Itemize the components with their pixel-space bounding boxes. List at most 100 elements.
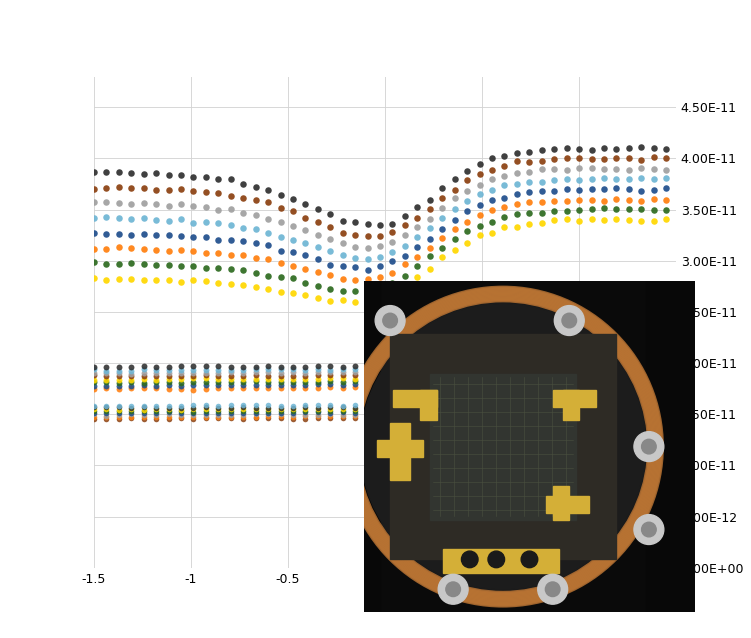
Point [150, 371, 162, 381]
Point [125, 243, 137, 253]
Point [336, 369, 348, 380]
Point [237, 365, 249, 375]
Point [275, 382, 287, 392]
Point [162, 275, 174, 285]
Point [573, 411, 585, 421]
Point [300, 365, 312, 375]
Point [101, 244, 113, 254]
Point [561, 184, 573, 195]
Point [162, 406, 174, 416]
Point [162, 230, 174, 241]
Point [586, 174, 598, 184]
Point [461, 197, 473, 207]
Point [336, 412, 348, 422]
Point [561, 370, 573, 380]
Point [336, 376, 348, 387]
Point [660, 373, 672, 383]
Point [162, 375, 174, 385]
Point [361, 296, 373, 306]
Point [486, 205, 498, 216]
Point [300, 380, 312, 390]
Point [648, 143, 660, 153]
Point [300, 250, 312, 260]
Point [336, 262, 348, 272]
Point [237, 223, 249, 234]
Point [573, 375, 585, 385]
Point [336, 402, 348, 412]
Point [535, 366, 547, 376]
Point [361, 219, 373, 229]
Point [275, 362, 287, 372]
Point [561, 363, 573, 373]
Point [312, 364, 324, 375]
Point [275, 408, 287, 419]
Point [312, 413, 324, 424]
Point [561, 174, 573, 184]
Point [511, 380, 523, 390]
Point [88, 184, 100, 194]
Point [660, 378, 672, 389]
Point [150, 404, 162, 414]
Point [448, 204, 460, 214]
Point [648, 382, 660, 392]
Point [175, 361, 187, 371]
Point [137, 402, 149, 412]
Point [249, 370, 261, 380]
Point [523, 379, 535, 389]
Point [150, 377, 162, 387]
Point [349, 408, 361, 418]
Point [175, 403, 187, 413]
Point [523, 381, 535, 391]
Point [162, 413, 174, 424]
Point [324, 360, 336, 371]
Point [150, 245, 162, 255]
Point [635, 163, 647, 173]
Point [113, 259, 125, 269]
Point [312, 367, 324, 377]
Point [150, 260, 162, 270]
Point [623, 405, 635, 415]
Point [586, 379, 598, 389]
Point [623, 174, 635, 184]
Point [561, 405, 573, 415]
Point [88, 364, 100, 375]
Point [486, 408, 498, 418]
Bar [562, 390, 579, 420]
Point [162, 371, 174, 382]
Point [249, 210, 261, 220]
Point [312, 407, 324, 417]
Point [648, 402, 660, 412]
Point [101, 412, 113, 422]
Point [511, 407, 523, 417]
Point [387, 369, 399, 380]
Point [300, 368, 312, 378]
Point [448, 407, 460, 417]
Point [249, 253, 261, 263]
Point [387, 361, 399, 371]
Point [349, 297, 361, 307]
Point [561, 403, 573, 413]
Point [137, 259, 149, 269]
Point [424, 413, 436, 423]
Point [374, 291, 386, 301]
Point [561, 402, 573, 412]
Point [499, 404, 511, 414]
Point [523, 400, 535, 410]
Point [213, 403, 225, 413]
Point [287, 234, 299, 244]
Point [573, 408, 585, 419]
Point [275, 232, 287, 242]
Point [101, 274, 113, 285]
Point [424, 376, 436, 386]
Point [225, 400, 237, 410]
Point [511, 411, 523, 421]
Point [374, 411, 386, 421]
Point [374, 373, 386, 383]
Point [399, 410, 411, 420]
Point [586, 403, 598, 413]
Point [262, 383, 274, 393]
Point [436, 411, 448, 421]
Point [412, 408, 424, 418]
Point [336, 383, 348, 393]
Point [336, 228, 348, 238]
